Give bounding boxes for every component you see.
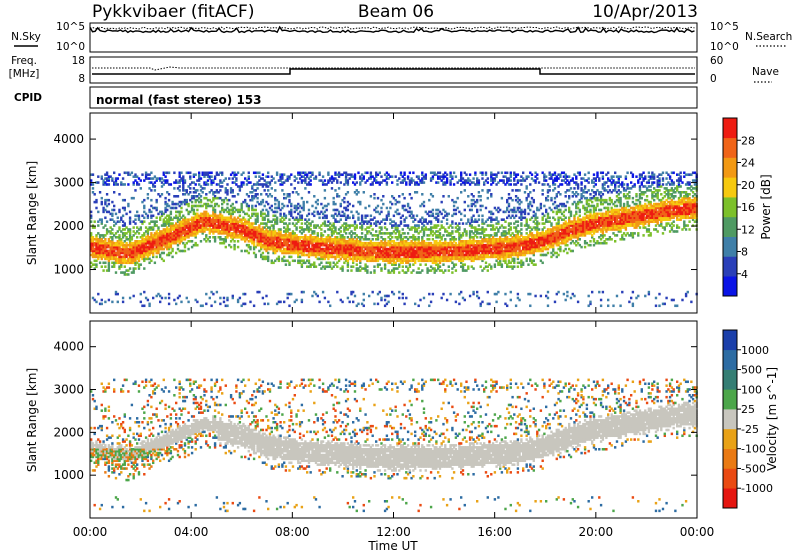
nsky-tick-bottom: 10^0 <box>56 41 85 53</box>
colorbar-swatch <box>723 256 737 277</box>
velocity-y-label: Slant Range [km] <box>25 368 39 472</box>
x-tick-label: 08:00 <box>275 525 310 539</box>
freq-tick-bottom: 8 <box>78 73 85 85</box>
velocity-panel: 1000 2000 3000 4000 Slant Range [km] <box>25 320 698 519</box>
colorbar-swatch <box>723 177 737 198</box>
y-tick-label: 2000 <box>53 425 84 439</box>
y-tick-label: 3000 <box>53 176 84 190</box>
beam-title: Beam 06 <box>358 2 434 22</box>
nave-tick-top: 60 <box>710 55 723 67</box>
colorbar-swatch <box>723 488 737 509</box>
nsearch-tick-bottom: 10^0 <box>710 41 739 53</box>
cpid-mode-text: normal (fast stereo) 153 <box>96 93 262 107</box>
colorbar-tick-label: 500 <box>741 364 762 377</box>
nave-trace <box>92 66 695 71</box>
power-panel: 1000 2000 3000 4000 Slant Range [km] <box>25 112 698 314</box>
nave-label: Nave <box>752 66 779 78</box>
power-colorbar: 4 8 12 16 20 24 28 Power [dB] <box>722 117 773 297</box>
x-tick-label: 20:00 <box>579 525 614 539</box>
colorbar-swatch <box>723 197 737 218</box>
power-colorbar-label: Power [dB] <box>759 174 773 239</box>
freq-trace <box>92 68 695 75</box>
nave-tick-bottom: 0 <box>710 73 717 85</box>
colorbar-tick-label: -100 <box>741 443 766 456</box>
y-tick-label: 4000 <box>53 340 84 354</box>
freq-panel: Freq. [MHz] 18 8 60 0 Nave <box>9 55 779 85</box>
colorbar-tick-label: 20 <box>741 179 755 192</box>
colorbar-swatch <box>723 468 737 489</box>
velocity-colorbar: -1000 -500 -100 -25 25 100 500 1000 Velocity [m… <box>722 329 779 509</box>
colorbar-swatch <box>723 349 737 370</box>
velocity-x-ticks <box>89 321 698 518</box>
colorbar-swatch <box>723 216 737 237</box>
freq-label-2: [MHz] <box>9 68 40 80</box>
colorbar-swatch <box>723 428 737 449</box>
nsky-label: N.Sky <box>11 31 41 43</box>
colorbar-swatch <box>723 330 737 351</box>
colorbar-swatch <box>723 157 737 178</box>
velocity-y-ticks: 1000 2000 3000 4000 <box>53 340 697 482</box>
colorbar-swatch <box>723 236 737 257</box>
freq-label-1: Freq. <box>11 55 37 67</box>
x-axis-label: Time UT <box>367 539 418 553</box>
y-tick-label: 2000 <box>53 219 84 233</box>
x-tick-label: 16:00 <box>477 525 512 539</box>
colorbar-swatch <box>723 118 737 139</box>
nsky-panel: N.Sky 10^5 10^0 10^5 10^0 N.Search <box>11 21 792 53</box>
colorbar-swatch <box>723 409 737 430</box>
colorbar-tick-label: -500 <box>741 462 766 475</box>
colorbar-swatch <box>723 369 737 390</box>
y-tick-label: 1000 <box>53 468 84 482</box>
velocity-colorbar-label: Velocity [m s^-1] <box>765 367 779 471</box>
colorbar-tick-label: 1000 <box>741 344 769 357</box>
cpid-panel: CPID normal (fast stereo) 153 <box>14 86 698 109</box>
freq-tick-top: 18 <box>72 55 85 67</box>
colorbar-swatch <box>723 276 737 297</box>
cpid-label: CPID <box>14 92 42 104</box>
power-x-ticks <box>89 113 698 313</box>
power-scatter-cells <box>90 171 698 308</box>
colorbar-tick-label: 25 <box>741 403 755 416</box>
x-tick-label: 00:00 <box>73 525 108 539</box>
y-tick-label: 1000 <box>53 263 84 277</box>
x-tick-label: 00:00 <box>680 525 715 539</box>
date-title: 10/Apr/2013 <box>592 2 698 22</box>
colorbar-tick-label: 16 <box>741 201 755 214</box>
velocity-scatter-cells <box>90 378 698 513</box>
power-y-ticks: 1000 2000 3000 4000 <box>53 132 697 277</box>
nsearch-tick-top: 10^5 <box>710 21 739 33</box>
power-y-label: Slant Range [km] <box>25 161 39 265</box>
x-axis-tick-labels: 00:00 04:00 08:00 12:00 16:00 20:00 00:00 <box>73 525 715 539</box>
colorbar-swatch <box>723 389 737 410</box>
colorbar-tick-label: 12 <box>741 223 755 236</box>
nsearch-trace <box>89 26 695 30</box>
x-tick-label: 12:00 <box>376 525 411 539</box>
colorbar-swatch <box>723 448 737 469</box>
colorbar-tick-label: -25 <box>741 423 759 436</box>
x-tick-label: 04:00 <box>174 525 209 539</box>
y-tick-label: 3000 <box>53 383 84 397</box>
station-title: Pykkvibaer (fitACF) <box>92 2 254 22</box>
nsky-tick-top: 10^5 <box>56 21 85 33</box>
colorbar-swatch <box>723 137 737 158</box>
y-tick-label: 4000 <box>53 132 84 146</box>
colorbar-tick-label: 8 <box>741 246 748 259</box>
colorbar-tick-label: 4 <box>741 268 748 281</box>
nsearch-label: N.Search <box>745 31 792 43</box>
colorbar-tick-label: 100 <box>741 383 762 396</box>
colorbar-tick-label: 28 <box>741 134 755 147</box>
colorbar-tick-label: -1000 <box>741 482 773 495</box>
nsky-trace <box>89 25 695 34</box>
colorbar-tick-label: 24 <box>741 157 755 170</box>
